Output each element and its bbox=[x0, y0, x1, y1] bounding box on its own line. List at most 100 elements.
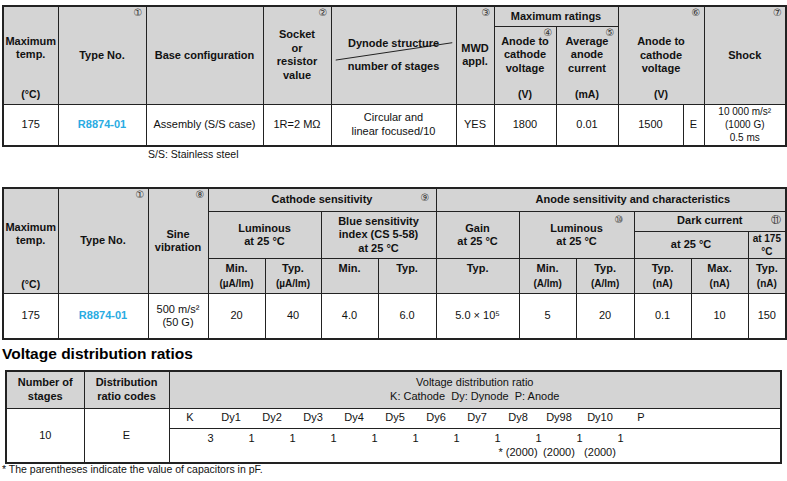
capacitor-value: (2000) bbox=[543, 446, 575, 459]
electrode-row: KDy1Dy2Dy3Dy4Dy5Dy6Dy7Dy8Dy98Dy10P bbox=[169, 408, 781, 428]
type-no-link[interactable]: R8874-01 bbox=[78, 118, 126, 130]
header-dynode-top-label: Dynode structure bbox=[332, 37, 456, 50]
header-sine-label: Sine vibration bbox=[155, 228, 201, 253]
typ-label: Typ. bbox=[749, 262, 786, 275]
min-label: Min. bbox=[209, 262, 265, 275]
capacitor-values: * (2000)(2000)(2000) bbox=[170, 446, 781, 462]
value-anode-lum-min: 5 bbox=[519, 294, 576, 339]
value-number-of-stages: 10 bbox=[6, 408, 84, 463]
max-label: Max. bbox=[692, 262, 748, 275]
header-anode-group: Anode sensitivity and characteristics bbox=[436, 188, 786, 211]
footnote-mark-9: ⑨ bbox=[421, 193, 430, 203]
max-ratings-table: Maximum temp.(°C) ①Type No. Base configu… bbox=[2, 5, 787, 147]
value2-type-no[interactable]: R8874-01 bbox=[58, 294, 148, 339]
value-max-temp: 175 bbox=[3, 104, 58, 146]
capacitor-footnote: * The parentheses indicate the value of … bbox=[2, 463, 263, 475]
dark-25-label: at 25 °C bbox=[671, 238, 711, 250]
header-mwd-label: MWD appl. bbox=[461, 42, 489, 67]
type-no-link[interactable]: R8874-01 bbox=[79, 309, 127, 321]
unit-na: (nA) bbox=[749, 278, 786, 290]
blue-min-value: 4.0 bbox=[342, 309, 357, 321]
capacitor-value: * (2000) bbox=[498, 446, 537, 459]
electrode-label: Dy5 bbox=[375, 411, 416, 424]
footnote-mark-1: ① bbox=[134, 8, 143, 18]
header-sine-vibration: ⑧ Sine vibration bbox=[148, 188, 208, 294]
avg-current-value: 0.01 bbox=[576, 118, 597, 130]
footnote-mark-11: ⑪ bbox=[771, 215, 781, 225]
header-lum-min: Min.(µA/lm) bbox=[208, 259, 265, 294]
electrode-label: Dy8 bbox=[498, 411, 539, 424]
header-avg-current-label: Average anode current bbox=[565, 35, 608, 74]
header-type-no: ① Type No. bbox=[58, 6, 146, 104]
acv2-unit: (V) bbox=[619, 88, 704, 101]
header2-type-no-label: Type No. bbox=[80, 234, 126, 246]
value-blue-typ: 6.0 bbox=[378, 294, 436, 339]
header-blue-min: Min. bbox=[321, 259, 378, 294]
electrode-label: Dy98 bbox=[539, 411, 580, 424]
value-blue-min: 4.0 bbox=[321, 294, 378, 339]
value-type-no[interactable]: R8874-01 bbox=[58, 104, 146, 146]
value-mwd: YES bbox=[456, 104, 494, 146]
value-base-configuration: Assembly (S/S case) bbox=[146, 104, 263, 146]
value-distribution-code: E bbox=[84, 408, 169, 463]
anode-lum-typ-value: 20 bbox=[599, 309, 611, 321]
electrode-label: Dy3 bbox=[293, 411, 334, 424]
header-anode-luminous: ⑩ Luminous at 25 °C bbox=[519, 211, 634, 259]
header-maximum-ratings-label: Maximum ratings bbox=[511, 10, 601, 22]
footnote-mark-4: ④ bbox=[544, 28, 553, 38]
header-shock: ⑦ Shock bbox=[704, 6, 786, 104]
vdr-body: 31111111111* (2000)(2000)(2000) bbox=[170, 429, 781, 462]
header-dynode-bottom-label: number of stages bbox=[332, 60, 456, 73]
value-socket-resistor: 1R=2 MΩ bbox=[263, 104, 331, 146]
ratio-value: 1 bbox=[600, 432, 641, 445]
header-shock-label: Shock bbox=[728, 49, 761, 61]
ratio-value: 1 bbox=[518, 432, 559, 445]
acv-value: 1800 bbox=[513, 118, 537, 130]
header-vdr: Voltage distribution ratioK: Cathode Dy:… bbox=[169, 371, 781, 408]
electrode-label: P bbox=[621, 411, 662, 424]
value-anode-cathode-voltage: 1800 bbox=[494, 104, 556, 146]
footnote-mark-5: ⑤ bbox=[606, 28, 615, 38]
header-dark175-typ: Typ. (nA) bbox=[748, 259, 786, 294]
header-type-no-label: Type No. bbox=[79, 49, 125, 61]
ratio-value: 1 bbox=[231, 432, 272, 445]
header-number-of-stages: Number of stages bbox=[6, 371, 84, 408]
typ-label: Typ. bbox=[379, 262, 436, 275]
value-dark25-typ: 0.1 bbox=[634, 294, 691, 339]
value-anode-cathode-voltage-2: 1500 bbox=[618, 104, 683, 146]
footnote-mark-7: ⑦ bbox=[773, 8, 782, 18]
header-dark-current: ⑪ Dark current bbox=[634, 211, 786, 231]
dark25-max-value: 10 bbox=[713, 309, 725, 321]
ratio-value: 1 bbox=[477, 432, 518, 445]
unit-alm: (A/lm) bbox=[520, 278, 576, 290]
anode-luminous-label: Luminous at 25 °C bbox=[550, 222, 603, 247]
vdr-legend: K: Cathode Dy: Dynode P: Anode bbox=[170, 390, 781, 403]
codes-label: Distribution ratio codes bbox=[96, 376, 158, 401]
min-label: Min. bbox=[322, 262, 378, 275]
footnote-mark-8: ⑧ bbox=[196, 190, 205, 200]
header-acv-label: Anode to cathode voltage bbox=[501, 35, 549, 74]
ratio-value: 3 bbox=[190, 432, 231, 445]
mwd-value: YES bbox=[464, 118, 486, 130]
electrode-label: K bbox=[170, 411, 211, 424]
dark-current-label: Dark current bbox=[677, 214, 742, 226]
footnote-mark-10: ⑩ bbox=[615, 215, 624, 225]
table-row: 175 R8874-01 Assembly (S/S case) 1R=2 MΩ… bbox=[3, 104, 786, 146]
header-blue-index: Blue sensitivity index (CS 5-58) at 25 °… bbox=[321, 211, 436, 259]
sensitivity-table: Maximum temp.(°C) ①Type No. ⑧Sine vibrat… bbox=[2, 187, 787, 340]
header-cathode-luminous: Luminous at 25 °C bbox=[208, 211, 321, 259]
value2-max-temp: 175 bbox=[3, 294, 58, 339]
header-acv2-label: Anode to cathode voltage bbox=[637, 35, 685, 74]
ratio-value: 1 bbox=[313, 432, 354, 445]
lum-typ-value: 40 bbox=[287, 309, 299, 321]
value-dynode-structure: Circular and linear focused/10 bbox=[331, 104, 456, 146]
unit-ualm: (µA/lm) bbox=[266, 278, 321, 290]
electrode-label: Dy2 bbox=[252, 411, 293, 424]
header2-max-temp-label: Maximum temp. bbox=[5, 221, 56, 246]
blue-index-label: Blue sensitivity index (CS 5-58) at 25 °… bbox=[338, 215, 419, 254]
typ-label: Typ. bbox=[635, 262, 691, 275]
header-cathode-sensitivity-group: Cathode sensitivity⑨ bbox=[208, 188, 436, 211]
stages-label: Number of stages bbox=[18, 376, 73, 401]
header-max-temp-label: Maximum temp. bbox=[5, 35, 56, 60]
header-base-label: Base configuration bbox=[155, 49, 255, 61]
